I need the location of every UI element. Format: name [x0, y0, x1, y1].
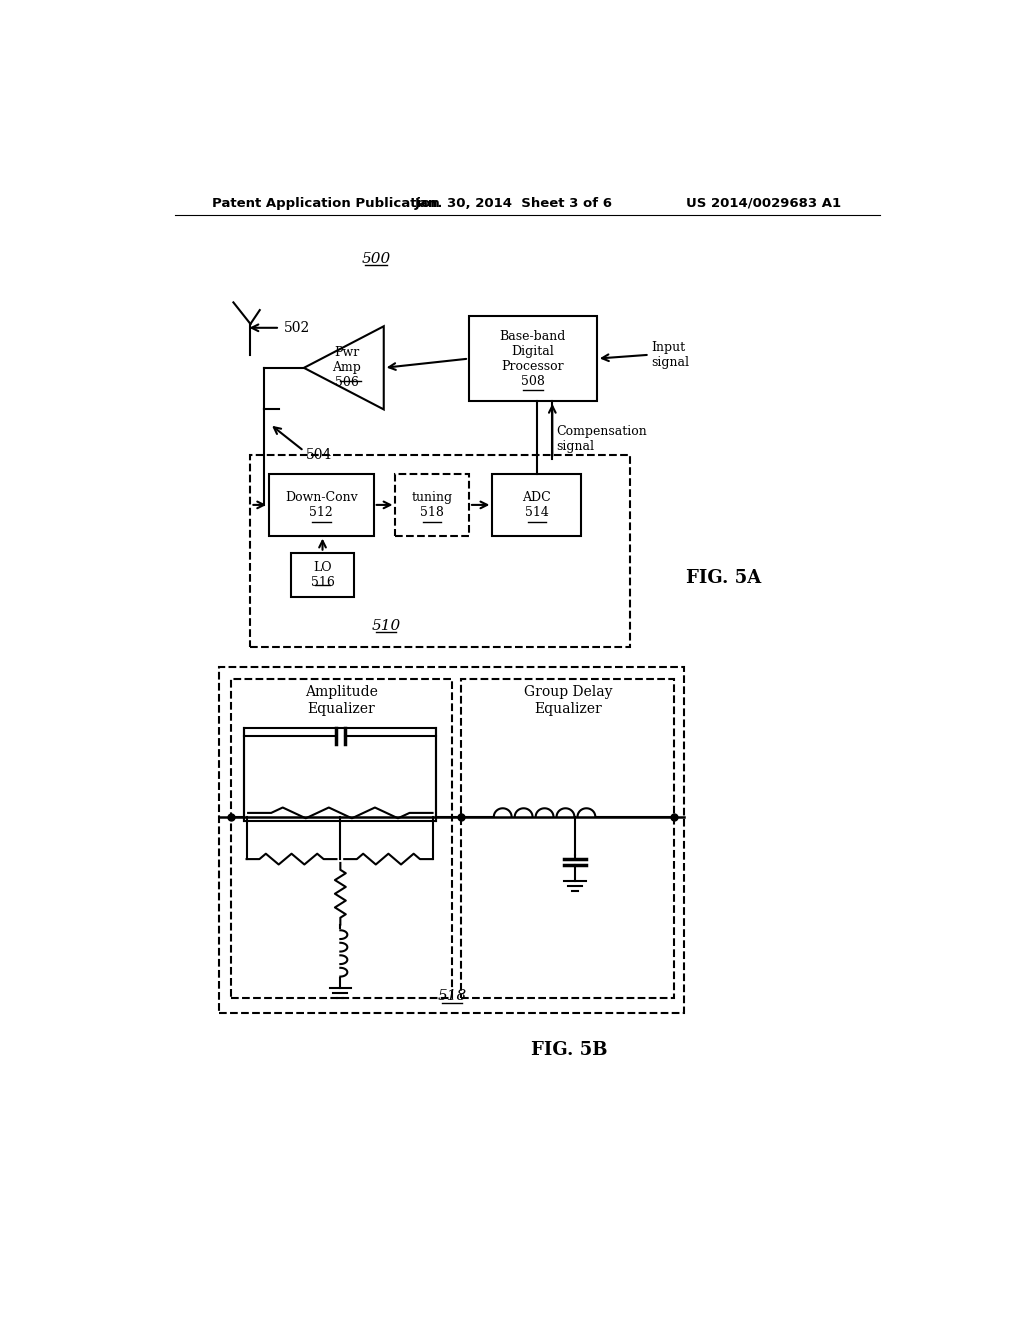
FancyBboxPatch shape	[219, 667, 684, 1014]
Text: LO
516: LO 516	[310, 561, 335, 589]
FancyBboxPatch shape	[269, 474, 374, 536]
FancyBboxPatch shape	[251, 455, 630, 647]
FancyBboxPatch shape	[469, 317, 597, 401]
Text: 500: 500	[361, 252, 390, 265]
Text: tuning
518: tuning 518	[412, 491, 453, 519]
Text: Base-band
Digital
Processor
508: Base-band Digital Processor 508	[500, 330, 566, 388]
Text: Amplitude
Equalizer: Amplitude Equalizer	[305, 685, 378, 715]
Text: Input
signal: Input signal	[651, 341, 689, 368]
Text: Compensation
signal: Compensation signal	[556, 425, 647, 454]
FancyBboxPatch shape	[245, 729, 436, 821]
FancyBboxPatch shape	[291, 553, 354, 598]
Text: ADC
514: ADC 514	[522, 491, 551, 519]
FancyBboxPatch shape	[493, 474, 582, 536]
Text: US 2014/0029683 A1: US 2014/0029683 A1	[686, 197, 841, 210]
Text: Down-Conv
512: Down-Conv 512	[285, 491, 357, 519]
Text: 510: 510	[372, 619, 400, 632]
Text: Patent Application Publication: Patent Application Publication	[212, 197, 439, 210]
FancyBboxPatch shape	[395, 474, 469, 536]
Text: Jan. 30, 2014  Sheet 3 of 6: Jan. 30, 2014 Sheet 3 of 6	[415, 197, 612, 210]
FancyBboxPatch shape	[231, 678, 452, 998]
Text: Group Delay
Equalizer: Group Delay Equalizer	[523, 685, 612, 715]
Text: 518: 518	[437, 989, 467, 1003]
FancyBboxPatch shape	[461, 678, 675, 998]
Text: 502: 502	[284, 321, 310, 335]
Text: 504: 504	[306, 447, 333, 462]
Text: FIG. 5B: FIG. 5B	[531, 1041, 607, 1059]
Text: FIG. 5A: FIG. 5A	[686, 569, 761, 587]
Text: Pwr
Amp
506: Pwr Amp 506	[332, 346, 361, 389]
